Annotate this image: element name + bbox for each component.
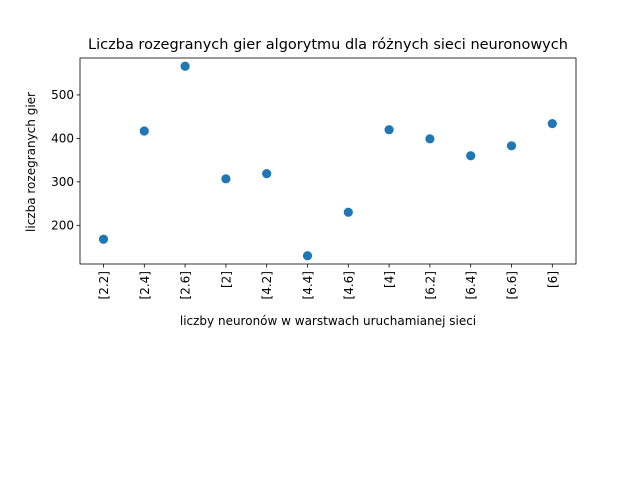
data-point — [425, 134, 435, 144]
data-point — [506, 141, 517, 151]
x-tick-label: [2.2] — [97, 271, 111, 299]
y-tick-label: 400 — [51, 132, 74, 146]
y-tick-label: 200 — [51, 219, 74, 233]
data-point — [139, 126, 149, 136]
x-tick-label: [6.6] — [505, 271, 519, 299]
plot-area: 200 300 400 500 [2.2] [2.4] [2.6] [2] [4.2] [4.4]… — [51, 57, 577, 299]
data-point — [343, 207, 353, 217]
x-tick-label: [4] — [383, 271, 397, 288]
axes-frame — [79, 57, 577, 265]
y-tick-label: 500 — [51, 88, 74, 102]
x-tick-label: [6] — [546, 271, 560, 288]
data-point — [384, 125, 394, 135]
data-point — [221, 174, 231, 184]
x-tick-label: [6.4] — [464, 271, 478, 299]
chart-title: Liczba rozegranych gier algorytmu dla ró… — [88, 37, 568, 53]
data-point — [466, 151, 476, 161]
x-tick-label: [4.6] — [342, 271, 356, 299]
y-axis-label: liczba rozegranych gier — [24, 92, 38, 232]
x-tick-label: [2] — [219, 271, 233, 288]
x-tick-label: [4.4] — [301, 271, 315, 299]
x-tick-label: [2.6] — [179, 271, 193, 299]
x-tick-label: [2.4] — [138, 271, 152, 299]
data-point — [547, 119, 557, 129]
data-point — [180, 61, 190, 71]
x-axis-label: liczby neuronów w warstwach uruchamianej… — [180, 314, 476, 328]
data-point — [98, 234, 109, 244]
x-tick-label: [4.2] — [260, 271, 274, 299]
data-point — [302, 251, 313, 261]
y-tick-label: 300 — [51, 175, 74, 189]
x-tick-label: [6.2] — [423, 271, 437, 299]
data-point — [262, 169, 272, 179]
